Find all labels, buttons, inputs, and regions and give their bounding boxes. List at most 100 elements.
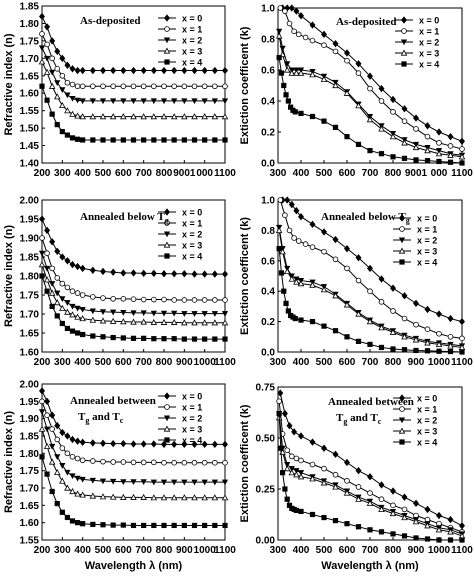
legend-entry: x = 4 [182, 252, 202, 262]
marker-diamond [164, 14, 170, 22]
marker-square [401, 61, 407, 67]
marker-diamond [54, 247, 61, 255]
marker-square [459, 160, 465, 166]
marker-triangle-down [171, 98, 178, 105]
marker-triangle-up-open [130, 318, 137, 325]
marker-triangle-down [120, 98, 127, 105]
legend-entry: x = 3 [182, 241, 202, 251]
chart-panel-1: 1.40 1.45 1.50 1.55 1.60 1.65 1.70 1.75 1.80 1.85… [3, 2, 236, 180]
panel-label-line-2: Tg and Tc [78, 411, 124, 425]
marker-triangle-up-open [309, 281, 316, 288]
marker-circle-open [378, 496, 385, 503]
x-tick-label: 500 [316, 168, 333, 179]
marker-square [141, 137, 147, 143]
marker-diamond [447, 132, 454, 141]
marker-circle-open [191, 297, 198, 303]
legend-entry: x = 0 [419, 16, 439, 26]
marker-square [436, 158, 442, 165]
marker-square [355, 524, 362, 530]
marker-square [120, 335, 126, 341]
marker-circle-open [344, 478, 350, 484]
marker-square [74, 136, 81, 142]
marker-triangle-up-open [53, 93, 61, 100]
marker-triangle-up-open [181, 494, 188, 501]
marker-circle-open [120, 295, 127, 302]
marker-diamond [39, 387, 45, 395]
series-x=2 [276, 224, 466, 350]
y-tick-label: 0.75 [256, 383, 276, 394]
x-tick-label: 1100 [214, 545, 236, 556]
panel-label: Annealed below Tg [80, 211, 169, 225]
series-x=3 [275, 226, 466, 351]
marker-diamond [74, 66, 81, 75]
x-tick-label: 800 [156, 168, 173, 179]
marker-square [309, 113, 316, 120]
marker-square [332, 518, 339, 524]
marker-triangle-up-open [343, 301, 351, 308]
marker-triangle-up-open [293, 278, 300, 285]
series-x=1 [277, 197, 465, 342]
marker-diamond [161, 270, 167, 278]
marker-square [298, 508, 304, 515]
x-tick-label: 800 [385, 168, 402, 179]
marker-triangle-down [49, 443, 56, 450]
marker-diamond [54, 47, 61, 56]
marker-diamond [100, 267, 106, 276]
marker-triangle-up-open [221, 319, 229, 326]
y-tick-label: 1.0 [261, 4, 275, 15]
series-x=4 [276, 246, 465, 355]
marker-diamond [211, 440, 218, 448]
marker-square [39, 454, 45, 460]
marker-diamond [413, 499, 419, 507]
x-tick-label: 400 [293, 545, 310, 556]
marker-circle-open [222, 83, 228, 90]
x-tick-label: 400 [293, 168, 310, 179]
marker-triangle-up-open [59, 304, 66, 311]
series-x=1 [276, 398, 465, 535]
series-x=1 [277, 5, 465, 152]
legend-entry: x = 0 [182, 14, 202, 24]
marker-circle-open [171, 297, 177, 303]
series-x=3 [38, 58, 229, 120]
marker-triangle-down [201, 98, 208, 105]
marker-diamond [298, 12, 304, 20]
marker-diamond [181, 270, 188, 278]
marker-triangle-up-open [150, 113, 158, 120]
chart-panel-3: 1.60 1.65 1.70 1.75 1.80 1.85 1.90 1.95 2.00 200 3… [3, 196, 236, 369]
marker-triangle-up-open [412, 144, 420, 151]
y-tick-label: 0.0 [261, 159, 275, 170]
marker-square [171, 522, 177, 529]
marker-square [367, 148, 373, 154]
marker-circle-open [459, 335, 465, 342]
marker-triangle-up-open [401, 139, 408, 146]
marker-circle-open [161, 296, 167, 303]
marker-diamond [100, 66, 106, 75]
marker-diamond [355, 60, 362, 68]
marker-circle-open [164, 404, 170, 410]
marker-square [447, 348, 454, 355]
series-x=3 [275, 32, 466, 160]
marker-circle-open [288, 453, 295, 460]
marker-triangle-down [211, 479, 218, 486]
marker-triangle-down [89, 98, 96, 105]
marker-square [344, 334, 350, 340]
marker-circle-open [378, 98, 385, 104]
marker-triangle-up-open [424, 522, 431, 529]
y-axis-title: Extiction coefficent (k) [239, 217, 251, 335]
marker-diamond [399, 394, 405, 402]
x-axis-title: Wavelength λ (nm) [321, 560, 419, 572]
marker-square [49, 488, 55, 495]
marker-triangle-up-open [191, 319, 198, 326]
legend-entry: x = 2 [419, 38, 439, 48]
marker-triangle-down [54, 454, 61, 461]
marker-triangle-up-open [43, 68, 51, 75]
marker-diamond [378, 84, 385, 93]
marker-square [278, 270, 285, 276]
marker-triangle-down [99, 309, 107, 315]
y-tick-label: 1.60 [20, 518, 40, 529]
marker-square [399, 259, 405, 265]
x-tick-label: 200 [34, 168, 51, 179]
marker-diamond [59, 253, 66, 261]
marker-triangle-down [221, 98, 229, 105]
marker-triangle-up-open [69, 488, 76, 495]
